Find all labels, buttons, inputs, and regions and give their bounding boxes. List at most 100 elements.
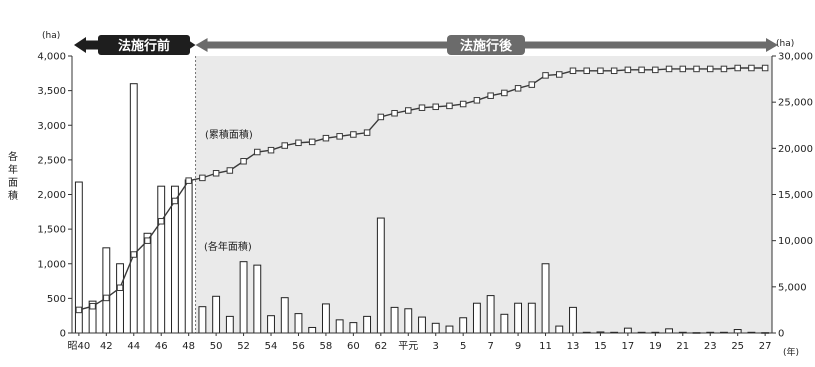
- x-tick-label: 60: [347, 341, 360, 352]
- annual-area-bar: [198, 306, 207, 334]
- annual-area-bar: [321, 303, 330, 334]
- x-tick-label: 50: [210, 341, 223, 352]
- right-tick-label: 15,000: [778, 190, 813, 201]
- annual-area-bar: [514, 302, 523, 334]
- x-tick-label: 13: [567, 341, 580, 352]
- x-tick-label: 9: [515, 341, 521, 352]
- annual-area-bar: [486, 295, 495, 334]
- cumulative-area-marker: [405, 107, 412, 114]
- x-tick-label: 48: [182, 341, 195, 352]
- annual-area-bar: [225, 315, 234, 334]
- cumulative-area-marker: [501, 89, 508, 97]
- cumulative-area-marker: [706, 65, 714, 73]
- annual-area-bar: [569, 306, 577, 334]
- left-tick-label: 2,500: [37, 155, 66, 166]
- cumulative-series-label: (累積面積): [205, 128, 253, 141]
- left-tick-label: 2,000: [37, 190, 66, 201]
- x-tick-label: 21: [676, 341, 689, 352]
- x-tick-label: 3: [433, 341, 439, 352]
- annual-area-bar: [390, 306, 399, 334]
- cumulative-area-marker: [734, 64, 741, 72]
- annual-area-bar: [418, 316, 426, 334]
- cumulative-area-marker: [199, 174, 206, 182]
- annual-area-bar: [527, 302, 536, 334]
- annual-area-bar: [294, 313, 303, 334]
- annual-area-bar: [349, 322, 358, 334]
- right-tick-label: 10,000: [778, 236, 813, 247]
- annual-area-bar: [431, 322, 440, 334]
- annual-area-bar: [500, 313, 509, 334]
- annual-area-bar: [404, 308, 413, 334]
- x-tick-label: 15: [594, 341, 607, 352]
- annual-area-bar: [363, 315, 372, 334]
- annual-area-bar: [459, 317, 468, 334]
- cumulative-area-marker: [281, 142, 288, 149]
- cumulative-area-marker: [679, 65, 687, 73]
- cumulative-area-marker: [377, 113, 385, 121]
- cumulative-area-marker: [693, 65, 700, 73]
- right-tick-label: 20,000: [778, 144, 813, 155]
- cumulative-area-marker: [308, 138, 316, 146]
- cumulative-area-marker: [254, 148, 261, 156]
- cumulative-area-marker: [295, 139, 302, 147]
- cumulative-area-marker: [226, 167, 234, 174]
- cumulative-area-marker: [583, 67, 590, 75]
- cumulative-area-marker: [116, 284, 124, 292]
- annual-area-bar: [445, 325, 454, 334]
- left-axis-title-char: 各: [8, 150, 18, 163]
- annual-area-bar: [267, 315, 275, 334]
- cumulative-area-marker: [240, 158, 247, 165]
- x-tick-label: 昭40: [67, 340, 90, 352]
- annual-area-bar: [623, 327, 632, 334]
- x-tick-label: 46: [155, 341, 168, 352]
- cumulative-area-marker: [761, 64, 769, 72]
- left-tick-label: 4,000: [37, 52, 66, 63]
- right-tick-label: 0: [778, 329, 784, 340]
- cumulative-area-marker: [363, 129, 371, 136]
- cumulative-area-marker: [459, 100, 467, 108]
- right-axis-unit: (ha): [776, 39, 794, 49]
- cumulative-area-marker: [748, 64, 755, 72]
- cumulative-area-marker: [528, 81, 536, 88]
- annual-area-bar: [376, 217, 385, 334]
- x-tick-label: 11: [539, 341, 552, 352]
- annual-area-bar: [239, 261, 248, 334]
- x-tick-label: 平元: [398, 341, 418, 352]
- cumulative-area-marker: [75, 306, 83, 314]
- cumulative-area-line: [75, 64, 769, 314]
- cumulative-area-marker: [665, 65, 673, 73]
- x-axis-unit: (年): [783, 346, 799, 358]
- annual-area-bar: [157, 185, 166, 334]
- annual-area-bar: [733, 329, 742, 334]
- period-after-arrow-right-head: [766, 38, 778, 52]
- left-axis-title-char: 積: [8, 189, 18, 202]
- cumulative-area-marker: [514, 85, 522, 92]
- period-after-box: [447, 35, 525, 55]
- cumulative-area-marker: [89, 302, 96, 310]
- left-axis-title-char: 面: [8, 178, 18, 189]
- x-tick-label: 19: [649, 341, 662, 352]
- cumulative-area-marker: [610, 67, 618, 75]
- cumulative-area-marker: [157, 218, 165, 225]
- x-tick-label: 58: [320, 341, 333, 352]
- x-tick-label: 25: [731, 341, 744, 352]
- x-tick-label: 52: [237, 341, 250, 352]
- x-tick-label: 23: [704, 341, 717, 352]
- period-after-arrow-left-head: [195, 38, 208, 52]
- cumulative-area-marker: [171, 197, 179, 205]
- cumulative-area-marker: [103, 294, 110, 302]
- period-after-label: 法施行後: [460, 38, 513, 54]
- cumulative-area-marker: [185, 177, 192, 184]
- left-tick-label: 1,500: [37, 225, 66, 236]
- x-tick-label: 7: [487, 341, 493, 352]
- x-tick-label: 62: [374, 341, 387, 352]
- x-tick-label: 44: [127, 341, 140, 352]
- annual-area-bar: [280, 297, 289, 334]
- annual-series-label: (各年面積): [204, 240, 252, 253]
- axes: 0 500 1,000 1,500 2,000 2,500 3,000 3,500 4,000 0…: [37, 52, 813, 353]
- left-tick-label: 0: [60, 329, 66, 340]
- annual-area-bar: [102, 247, 111, 334]
- cumulative-area-marker: [336, 133, 343, 140]
- annual-area-bar: [253, 264, 262, 334]
